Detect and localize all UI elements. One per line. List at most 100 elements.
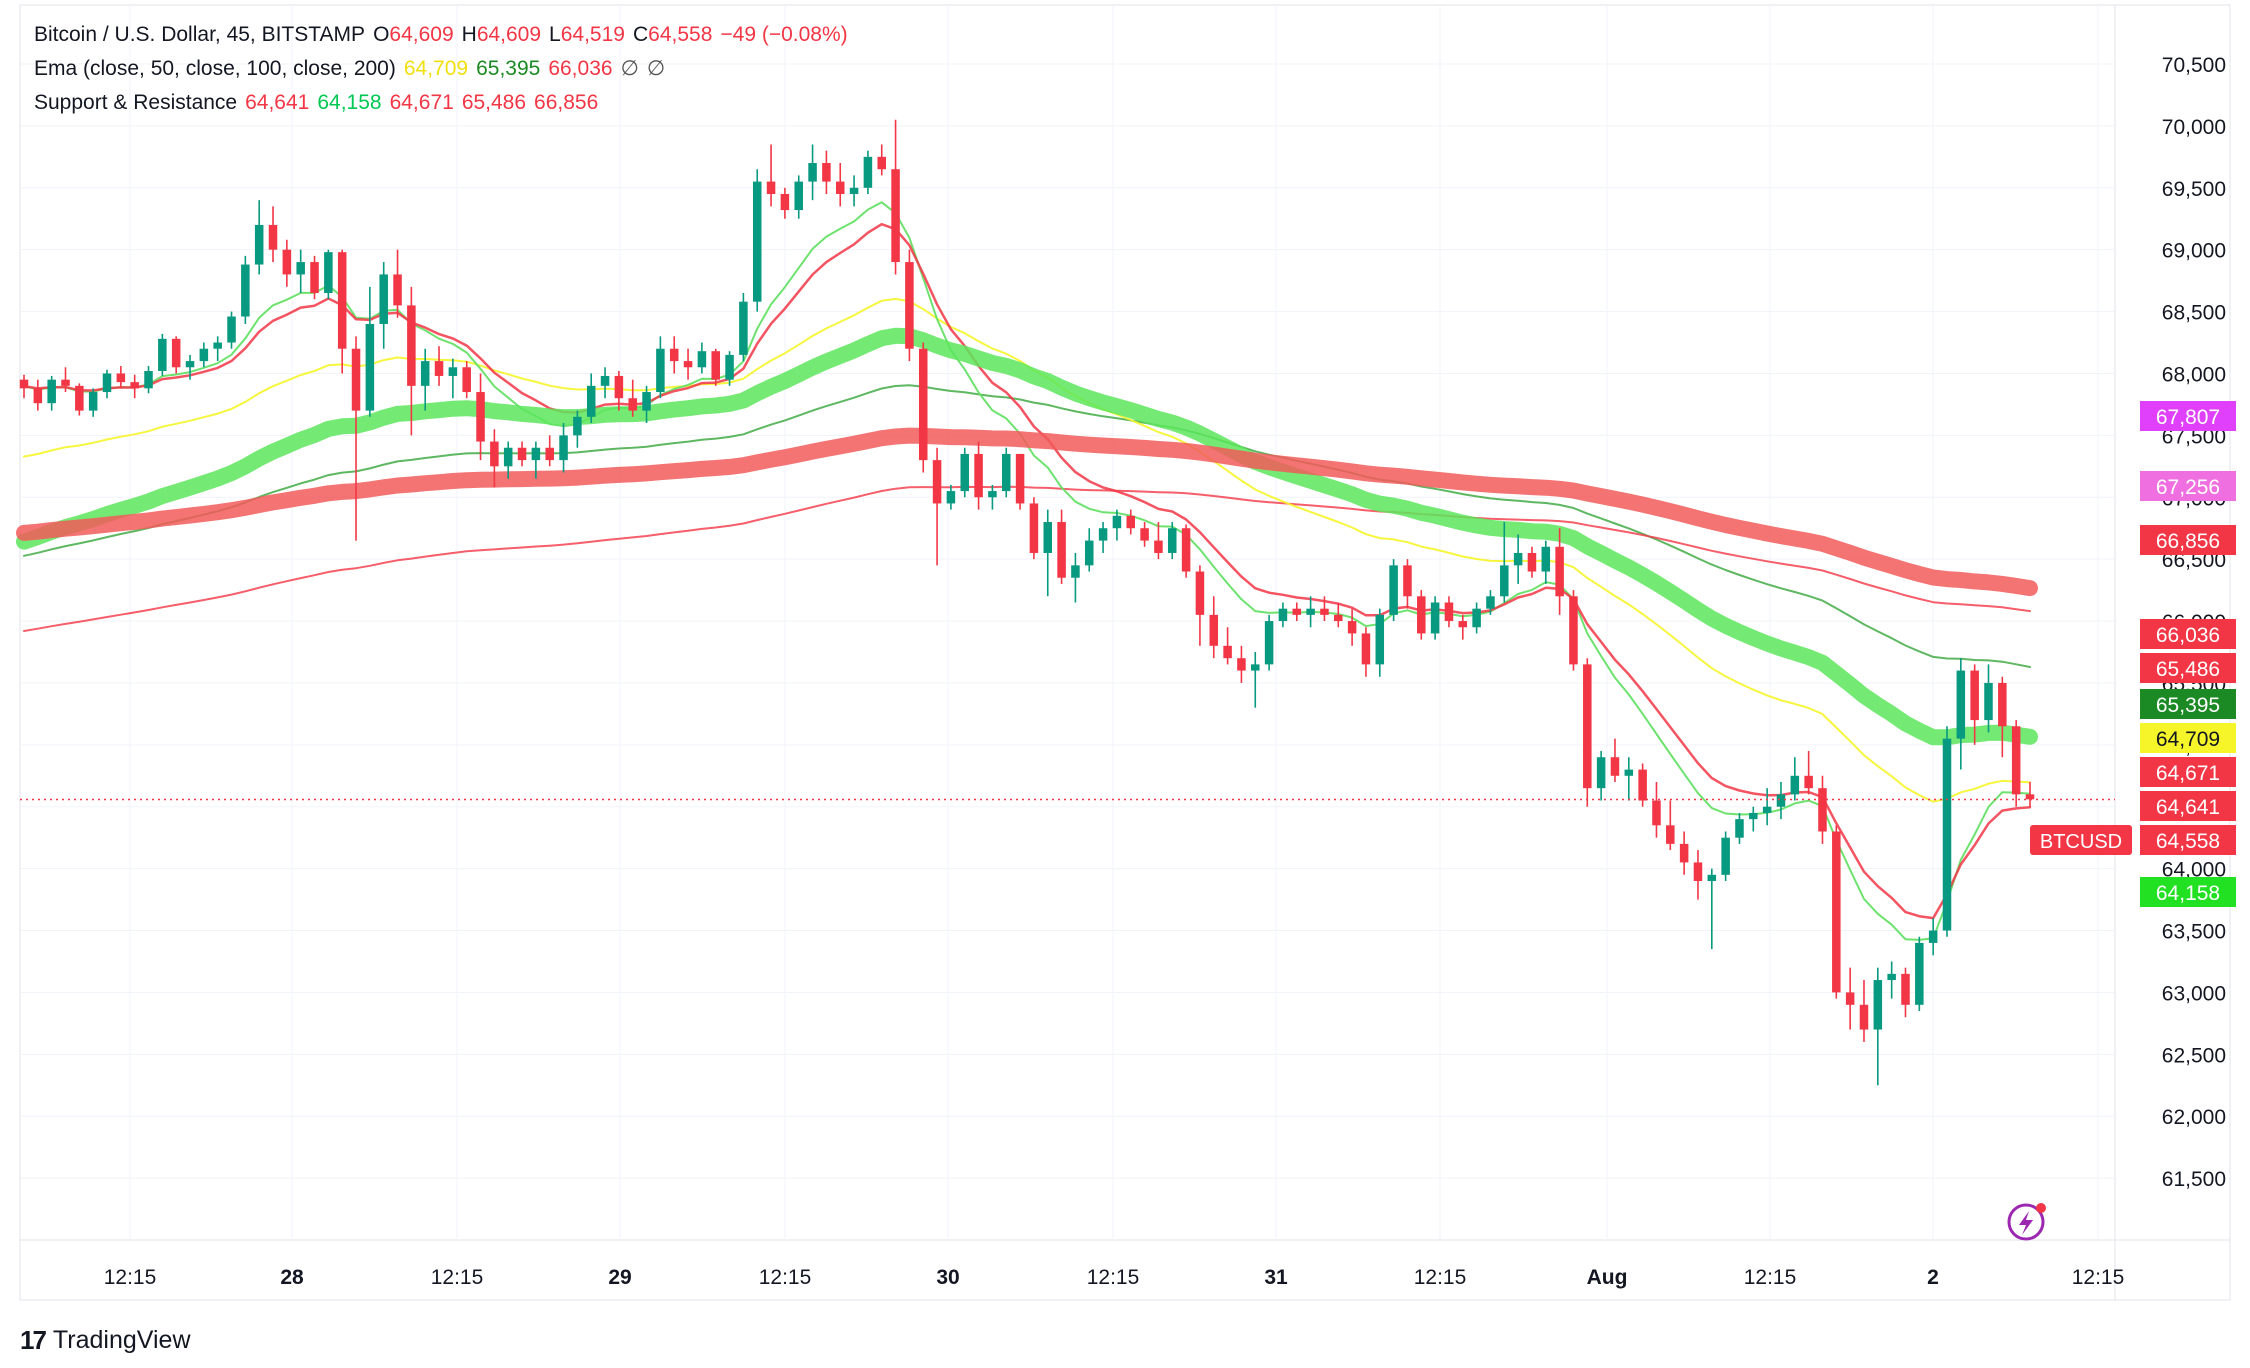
candle-body [130,382,139,389]
candle [711,348,720,386]
candle [476,373,485,461]
price-tag: 64,558 BTCUSD [2030,825,2236,855]
candle [794,175,803,219]
candle-body [1832,831,1841,993]
candle [75,383,84,416]
candle-body [1389,565,1398,615]
price-tags: 67,807 67,256 66,856 66,036 65,486 65,395 64,7… [2030,401,2236,907]
price-tag-label: 67,256 [2156,476,2220,499]
candle-body [102,373,112,393]
candle [1513,534,1523,584]
candle [324,249,333,300]
candle-body [185,361,195,368]
candle [1666,800,1675,851]
candle-body [586,385,596,417]
price-tag-bg [2140,723,2236,753]
candle [158,333,167,376]
ema-label[interactable]: Ema (close, 50, close, 100, close, 200) [34,57,396,80]
price-tick-label: 68,500 [2162,302,2226,325]
price-tag-label: 65,486 [2156,658,2220,681]
candle-body [794,181,803,211]
candle-body [1666,825,1675,844]
candle-body [1043,522,1053,553]
candle-body [1693,862,1703,882]
candle [2011,720,2021,807]
candle [835,163,845,207]
price-tag-label: 64,158 [2156,882,2220,905]
close-value: 64,558 [648,23,713,46]
candle [144,366,153,394]
candle [379,262,388,349]
candle [1845,967,1855,1030]
price-tag-label: 64,558 [2156,830,2220,853]
candle [1029,497,1039,560]
sr-value-1: 64,641 [245,91,310,114]
candle [628,379,637,417]
candle [1541,540,1551,584]
candle [1569,590,1578,671]
candle-body [877,156,886,170]
candle-body [1679,843,1689,863]
candle-body [891,169,900,263]
candle-body [1610,757,1620,776]
candle-body [1181,528,1191,572]
candle-body [849,187,859,194]
candle [1251,652,1260,708]
candle [296,249,305,294]
price-tag-label: 64,641 [2156,796,2220,819]
time-tick-label: 12:15 [1414,1266,1467,1289]
candle-body [1956,670,1966,739]
price-tag-bg [2140,791,2236,821]
candle-body [337,252,347,349]
candle-body [1306,608,1315,615]
candle [365,286,375,417]
candle-body [1417,596,1426,634]
candle-body [918,348,928,461]
tradingview-footer[interactable]: 17 TradingView [20,1320,191,1360]
candle [573,410,582,448]
candle [1555,528,1564,615]
candle-body [1444,602,1454,622]
candle [1693,850,1703,900]
candle [1859,980,1869,1042]
candle [407,286,416,436]
symbol-name[interactable]: Bitcoin / U.S. Dollar, 45, BITSTAMP [34,23,366,46]
candle-body [1154,540,1163,553]
price-tag-bg [2140,619,2236,649]
sr-label[interactable]: Support & Resistance [34,91,238,114]
candle [1320,596,1329,622]
candle-body [1569,596,1578,665]
candle [1500,522,1509,603]
time-axis[interactable]: 12:15 28 12:15 29 12:15 30 12:15 31 12:15 Aug 12:1… [104,1266,2125,1289]
candle-body [1361,633,1371,665]
candle-body [1209,614,1219,646]
candle [1389,559,1398,622]
candle-body [33,388,43,404]
candle-body [905,262,914,349]
lightning-icon[interactable] [2007,1203,2046,1241]
candle-body [1790,775,1800,795]
candle [1223,627,1232,665]
price-tag-label: 67,807 [2156,406,2220,429]
candle [241,255,250,324]
time-tick-label: 2 [1927,1266,1939,1289]
candle [1956,658,1966,770]
time-tick-label: 12:15 [1744,1266,1797,1289]
price-tag-bg [2140,525,2236,555]
candle-body [448,367,458,376]
candle [974,441,983,510]
candle-body [1998,682,2007,727]
candle-body [517,447,527,461]
candle [1098,522,1108,553]
candle [1458,614,1468,640]
price-tag-bg [2140,653,2236,683]
candle-body [559,435,568,461]
candle [739,293,748,362]
candle [1403,559,1412,609]
candle [1652,781,1661,838]
candle [199,342,209,368]
candle-body [158,338,167,371]
price-tag: 66,036 [2140,619,2236,649]
candle-body [1084,540,1094,566]
